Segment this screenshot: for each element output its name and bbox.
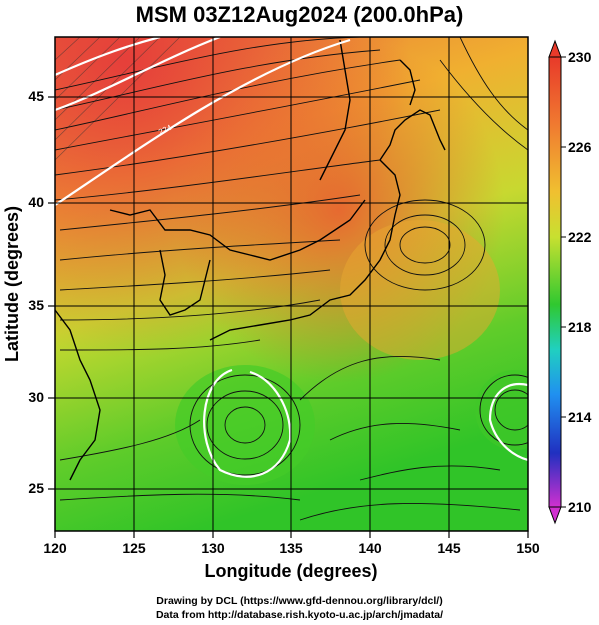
colorbar-label: 214 [568, 409, 592, 425]
colorbar-label: 210 [568, 499, 592, 515]
x-tick-label: 130 [201, 540, 225, 556]
temperature-field: 224 [55, 37, 528, 531]
y-tick-label: 40 [28, 194, 44, 210]
colorbar-label: 222 [568, 229, 592, 245]
y-tick-label: 25 [28, 480, 44, 496]
map-title: MSM 03Z12Aug2024 (200.0hPa) [135, 2, 464, 27]
colorbar-label: 230 [568, 49, 592, 65]
x-tick-label: 125 [122, 540, 146, 556]
colorbar: 230 226 222 218 214 210 [548, 39, 592, 525]
credit-drawing: Drawing by DCL (https://www.gfd-dennou.o… [156, 595, 443, 607]
coastlines [55, 39, 446, 481]
wind-streamlines [55, 37, 528, 521]
x-tick-label: 120 [43, 540, 67, 556]
colorbar-label: 218 [568, 319, 592, 335]
x-tick-label: 135 [279, 540, 303, 556]
credit-data: Data from http://database.rish.kyoto-u.a… [155, 609, 444, 621]
x-tick-label: 145 [437, 540, 461, 556]
grid [55, 37, 528, 531]
y-tick-label: 30 [28, 389, 44, 405]
axis-ticks [48, 96, 529, 538]
y-axis-title: Latitude (degrees) [2, 206, 22, 362]
contour-lines [55, 37, 528, 478]
y-tick-label: 45 [28, 88, 44, 104]
y-tick-label: 35 [28, 297, 44, 313]
colorbar-label: 226 [568, 139, 592, 155]
x-tick-label: 150 [516, 540, 540, 556]
x-axis-title: Longitude (degrees) [204, 561, 377, 581]
x-tick-label: 140 [358, 540, 382, 556]
